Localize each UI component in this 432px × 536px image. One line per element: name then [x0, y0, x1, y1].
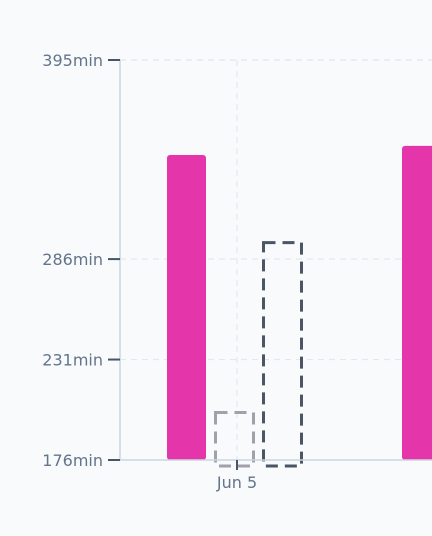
y-tick-label: 395min: [42, 51, 103, 70]
bar-series-1: [167, 154, 206, 460]
y-tick-label: 231min: [42, 351, 103, 370]
y-tick-label: 286min: [42, 250, 103, 269]
axes: [119, 60, 432, 461]
grid-lines: [120, 59, 432, 460]
bar-series-4: [402, 145, 432, 460]
y-tick-label: 176min: [42, 451, 103, 470]
bar-series-3: [262, 241, 303, 468]
bars: [167, 145, 432, 468]
tick-labels: 395min 286min 231min 176min Jun 5: [42, 51, 257, 492]
bar-series-2: [214, 411, 255, 468]
x-tick-label: Jun 5: [216, 473, 257, 492]
